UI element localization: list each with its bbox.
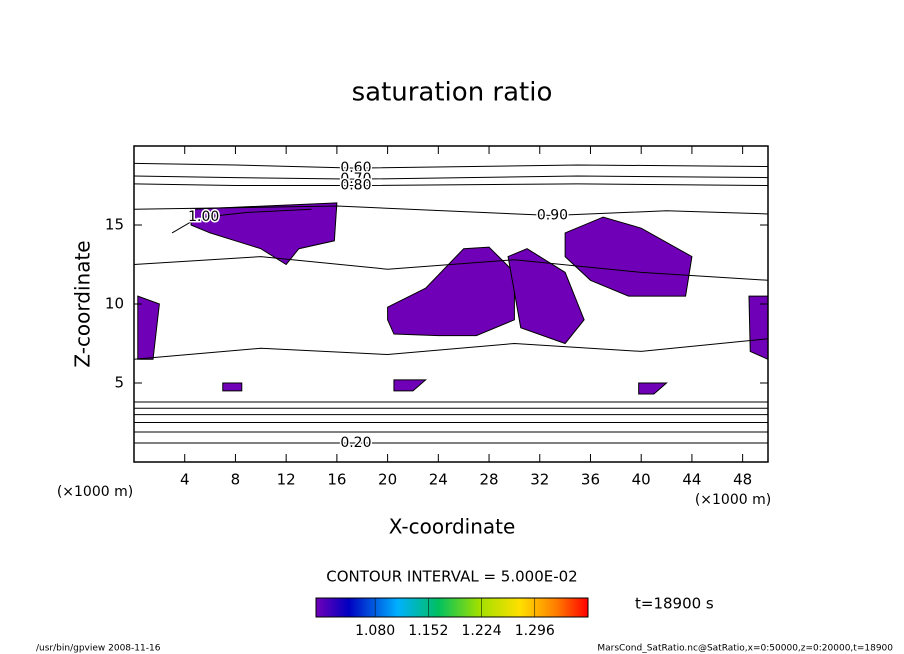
footer-left: /usr/bin/gpview 2008-11-16 <box>36 644 161 654</box>
contour-line <box>133 256 769 281</box>
footer-right: MarsCond_SatRatio.nc@SatRatio,x=0:50000,… <box>597 644 893 654</box>
supersaturated-region <box>564 216 693 297</box>
supersaturated-region <box>748 295 769 361</box>
supersaturated-region <box>190 202 338 266</box>
x-tick-label: 32 <box>530 471 549 489</box>
y-tick-label: 15 <box>105 216 124 234</box>
x-tick-label: 48 <box>733 471 752 489</box>
chart-title: saturation ratio <box>352 78 553 108</box>
contour-line <box>171 208 312 234</box>
y-axis-label: Z-coordinate <box>71 240 95 367</box>
colorbar-tick-label: 1.152 <box>408 623 448 639</box>
x-tick-label: 44 <box>682 471 701 489</box>
x-unit-label: (×1000 m) <box>695 492 771 508</box>
supersaturated-region <box>137 295 160 360</box>
x-tick-label: 16 <box>327 471 346 489</box>
time-label: t=18900 s <box>635 595 714 613</box>
contour-line <box>133 162 769 169</box>
x-tick-label: 12 <box>277 471 296 489</box>
x-axis-label: X-coordinate <box>389 515 516 539</box>
y-tick-label: 5 <box>114 374 124 392</box>
contour-line <box>133 183 769 186</box>
contour-label: 1.00 <box>188 209 219 225</box>
x-tick-label: 28 <box>479 471 498 489</box>
colorbar-tick-label: 1.224 <box>462 623 502 639</box>
x-tick-label: 8 <box>231 471 241 489</box>
supersaturated-region <box>638 382 668 395</box>
supersaturated-region <box>222 382 243 392</box>
x-tick-label: 40 <box>632 471 651 489</box>
colorbar-tick-label: 1.296 <box>515 623 555 639</box>
x-tick-label: 20 <box>378 471 397 489</box>
x-tick-label: 24 <box>429 471 448 489</box>
y-tick-label: 10 <box>105 295 124 313</box>
x-tick-label: 4 <box>180 471 190 489</box>
contour-label: 0.60 <box>340 160 371 176</box>
colorbar <box>315 597 589 618</box>
supersaturated-region <box>507 248 585 345</box>
contour-label: 0.20 <box>340 435 371 451</box>
contour-interval: CONTOUR INTERVAL = 5.000E-02 <box>326 568 577 586</box>
contour-label: 0.70 <box>340 171 371 187</box>
contour-label: 0.90 <box>537 208 568 224</box>
supersaturated-region <box>387 246 515 337</box>
contour-label: 0.80 <box>340 178 371 194</box>
contour-line <box>133 205 769 217</box>
y-unit-label: (×1000 m) <box>57 484 133 500</box>
x-tick-label: 36 <box>581 471 600 489</box>
supersaturated-region <box>393 379 427 392</box>
contour-line <box>133 175 769 180</box>
colorbar-tick-label: 1.080 <box>355 623 395 639</box>
contour-line <box>133 338 769 360</box>
